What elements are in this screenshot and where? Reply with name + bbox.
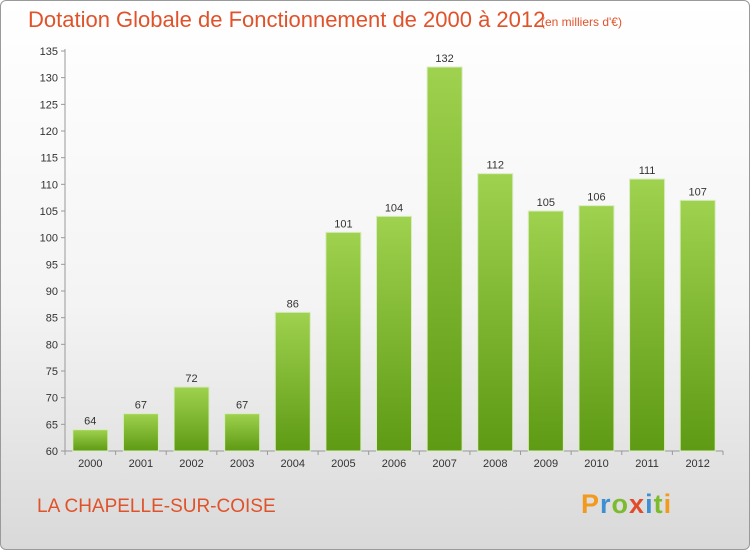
- y-tick-label: 70: [46, 393, 58, 405]
- x-tick-label-2002: 2002: [179, 458, 203, 470]
- data-label-2010: 106: [587, 192, 605, 204]
- x-tick-label-2005: 2005: [331, 458, 355, 470]
- logo-letter: i: [645, 489, 654, 519]
- y-tick-label: 60: [46, 446, 58, 458]
- bar-2007: [426, 66, 463, 452]
- logo-letter: P: [581, 489, 601, 519]
- bar-2003: [224, 413, 261, 452]
- data-label-2006: 104: [385, 202, 403, 214]
- proxiti-logo[interactable]: Proxiti: [581, 489, 672, 520]
- data-label-2009: 105: [537, 197, 555, 209]
- x-tick-label-2004: 2004: [281, 458, 305, 470]
- data-label-2001: 67: [135, 400, 147, 412]
- y-tick-label: 100: [40, 233, 58, 245]
- data-label-2012: 107: [689, 186, 707, 198]
- data-label-2011: 111: [639, 165, 656, 177]
- x-tick-label-2011: 2011: [635, 458, 659, 470]
- x-tick-label-2008: 2008: [483, 458, 507, 470]
- y-tick-label: 120: [40, 126, 58, 138]
- x-tick-label-2007: 2007: [432, 458, 456, 470]
- bar-2009: [527, 210, 564, 452]
- x-tick-label-2000: 2000: [78, 458, 102, 470]
- logo-letter: t: [653, 489, 664, 519]
- chart-title: Dotation Globale de Fonctionnement de 20…: [28, 7, 546, 32]
- bar-2005: [325, 231, 362, 452]
- y-tick-label: 95: [46, 259, 58, 271]
- y-tick-label: 90: [46, 286, 58, 298]
- x-tick-label-2001: 2001: [129, 458, 153, 470]
- data-label-2002: 72: [185, 373, 197, 385]
- chart-subtitle: (en milliers d'€): [541, 15, 622, 29]
- y-tick-label: 80: [46, 339, 58, 351]
- data-label-2003: 67: [236, 400, 248, 412]
- y-tick-label: 130: [40, 73, 58, 85]
- y-tick-label: 135: [40, 46, 58, 58]
- x-tick-label-2009: 2009: [534, 458, 558, 470]
- bar-2012: [679, 199, 716, 452]
- logo-letter: r: [600, 489, 612, 519]
- bar-2006: [376, 215, 412, 452]
- y-tick-label: 115: [40, 153, 58, 165]
- data-label-2000: 64: [84, 416, 96, 428]
- x-tick-label-2003: 2003: [230, 458, 254, 470]
- x-tick-label-2012: 2012: [685, 458, 709, 470]
- data-label-2004: 86: [287, 298, 299, 310]
- x-tick-label-2006: 2006: [382, 458, 406, 470]
- logo-letter: x: [629, 489, 646, 519]
- y-tick-label: 85: [46, 313, 58, 325]
- data-label-2005: 101: [334, 218, 352, 230]
- bar-2001: [122, 413, 159, 452]
- y-tick-label: 125: [40, 99, 58, 111]
- x-tick-label-2010: 2010: [584, 458, 608, 470]
- y-tick-label: 75: [46, 366, 58, 378]
- bar-2010: [578, 205, 615, 452]
- y-tick-label: 105: [40, 206, 58, 218]
- bar-2008: [477, 173, 514, 452]
- commune-name: LA CHAPELLE-SUR-COISE: [37, 496, 276, 517]
- bar-2000: [72, 429, 109, 452]
- bar-2004: [274, 311, 311, 452]
- bar-2011: [629, 178, 666, 452]
- data-label-2008: 112: [486, 160, 504, 172]
- y-tick-label: 65: [46, 419, 58, 431]
- bar-2002: [173, 386, 210, 452]
- data-label-2007: 132: [435, 53, 453, 65]
- logo-letter: o: [611, 489, 630, 519]
- logo-letter: i: [663, 489, 673, 519]
- y-tick-label: 110: [40, 179, 58, 191]
